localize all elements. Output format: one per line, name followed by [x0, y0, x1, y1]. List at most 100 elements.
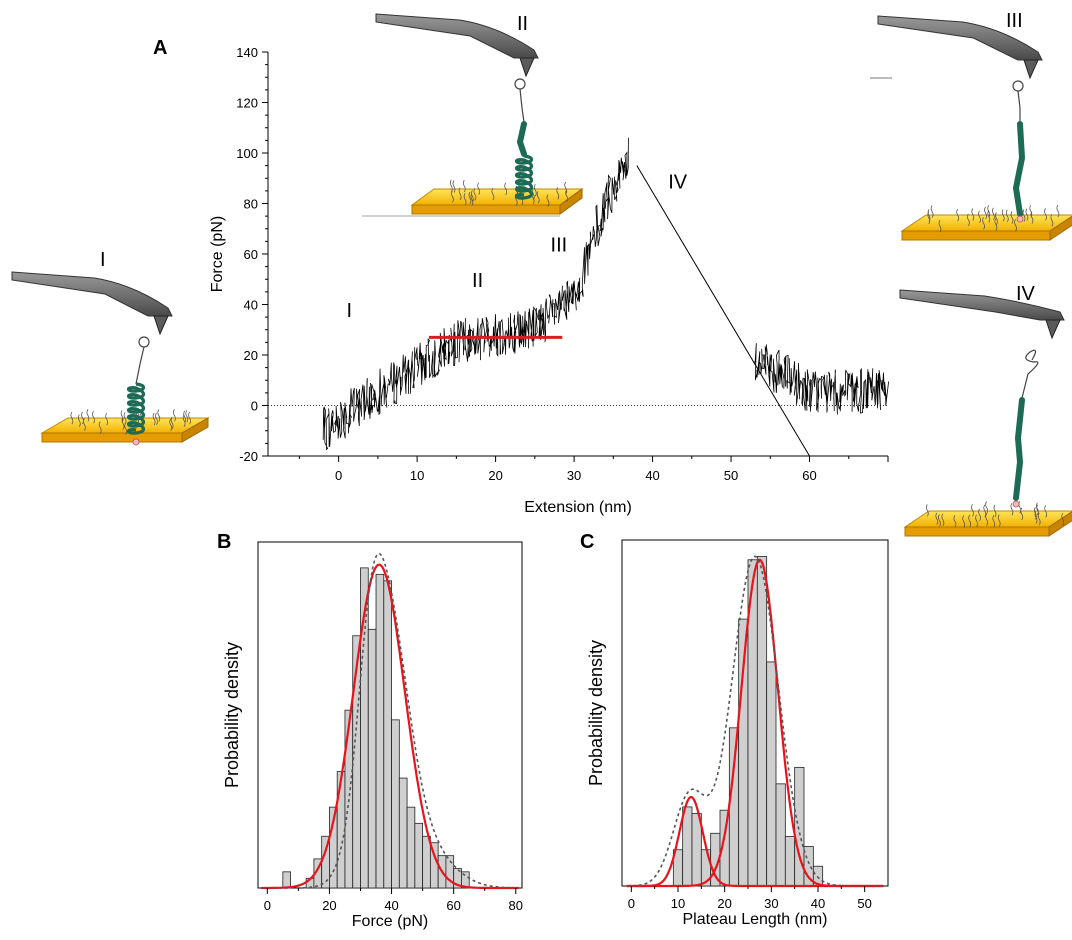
panel-b-x-axis-label: Force (pN) [352, 913, 428, 930]
panel-c-fit-curve [626, 555, 884, 887]
cartoon-iv-tip [1045, 319, 1061, 340]
panel-c-x-tick-label: 50 [857, 896, 871, 911]
panel-c-x-tick-label: 40 [811, 896, 825, 911]
panel-b-bar [383, 580, 392, 889]
panel-c-bar [775, 783, 786, 887]
panel-b-x-tick-label: 0 [264, 898, 271, 913]
force-trace-retract [636, 165, 810, 457]
cartoon-iv-surface-front [904, 526, 1050, 537]
afm-cartoon-iii [877, 15, 1072, 241]
panel-a-y-tick-label: 140 [236, 45, 258, 60]
cartoon-ii-surface-side [559, 188, 583, 215]
panel-b-fit-curve [261, 563, 519, 890]
panel-a-trace [322, 137, 889, 457]
panel-b-bar [422, 835, 431, 889]
cartoon-i-tether [135, 346, 145, 385]
cartoon-i-surface-front [41, 432, 183, 443]
cartoon-iv-surface-linkers [925, 501, 1065, 528]
panel-b-bar [375, 573, 385, 889]
panel-a-x-tick-label: 50 [724, 468, 738, 483]
cartoon-iv-surface-side [1048, 511, 1072, 537]
panel-a-x-tick-label: 0 [335, 468, 342, 483]
cartoon-iii-knot [1012, 80, 1024, 92]
panel-b-bar [406, 806, 416, 889]
cartoon-ii-tip [519, 57, 535, 78]
panel-a-y-axis-label: Force (pN) [209, 216, 226, 292]
panel-a-y-tick-label: -20 [239, 449, 258, 464]
panel-b-bar [398, 777, 408, 889]
cartoon-iii-surface-front [901, 230, 1051, 241]
cartoon-iii-extended-protein [1013, 121, 1025, 217]
cartoon-ii-surface-top [410, 188, 584, 206]
cartoon-i-anchor [132, 438, 140, 446]
panel-a-y-tick-label: 100 [236, 146, 258, 161]
cartoon-i-cantilever [11, 271, 173, 317]
panel-a-x-tick-label: 10 [410, 468, 424, 483]
panel-a-y-tick-label: 40 [244, 298, 258, 313]
panel-a: A -20 0 20 40 60 80 100 120 140 0 10 20 30 40 50 60 Ext… [153, 37, 892, 516]
panel-c-y-axis-label: Probability density [586, 640, 606, 786]
panel-a-y-tick-label: 0 [251, 399, 258, 414]
panel-b-bar [461, 871, 470, 889]
panel-c-x-tick-label: 0 [628, 896, 635, 911]
panel-c-x-tick-label: 30 [764, 896, 778, 911]
panel-b-x-tick-label: 60 [446, 898, 460, 913]
cartoon-ii-surface-front [411, 204, 561, 215]
region-label-iii: III [551, 234, 568, 256]
cartoon-iii-tip [1023, 59, 1039, 80]
cartoon-ii-tether [519, 88, 525, 123]
panel-a-x-tick-label: 60 [802, 468, 816, 483]
cartoon-label-i: I [100, 249, 106, 271]
force-trace-tail [754, 343, 889, 415]
cartoon-iii-surface-linkers [927, 204, 1060, 233]
cartoon-iii-cantilever [877, 15, 1043, 61]
panel-c-bar [784, 836, 796, 887]
cartoon-label-iii: III [1006, 10, 1023, 32]
panel-b-x-tick-label: 20 [322, 898, 336, 913]
panel-c-x-tick-label: 10 [671, 896, 685, 911]
region-label-ii: II [472, 270, 483, 292]
panel-a-y-tick-label: 120 [236, 96, 258, 111]
afm-cartoon-i [11, 271, 210, 446]
cartoon-ii-cantilever [375, 13, 539, 59]
panel-b-fit-curve [261, 552, 519, 889]
region-label-i: I [346, 300, 352, 322]
panel-a-x-tick-label: 30 [567, 468, 581, 483]
cartoon-iv-extended-protein [1013, 397, 1025, 501]
cartoon-iv-loose-tether [1021, 349, 1039, 399]
panel-a-x-tick-label: 40 [645, 468, 659, 483]
panel-b-letter: B [217, 531, 231, 553]
panel-c-bar [728, 727, 740, 887]
panel-c-letter: C [580, 531, 594, 553]
cartoon-ii-coiled-protein [514, 154, 534, 200]
panel-b-y-axis-label: Probability density [222, 642, 242, 788]
cartoon-iii-surface-side [1049, 215, 1072, 241]
panel-a-y-tick-label: 20 [244, 348, 258, 363]
panel-c-bar [756, 556, 768, 887]
panel-a-axes: -20 0 20 40 60 80 100 120 140 0 10 20 30 40 50 60 [236, 45, 892, 483]
force-trace-rise [322, 137, 629, 451]
panel-a-y-tick-label: 80 [244, 197, 258, 212]
panel-b-bar [367, 628, 377, 889]
panel-a-letter: A [153, 37, 167, 59]
panel-c-x-axis-label: Plateau Length (nm) [683, 911, 828, 928]
cartoon-i-surface-side [181, 417, 209, 443]
panel-c: C 0 10 20 30 40 50 Plateau Length (nm) Probab… [580, 531, 889, 928]
afm-cartoon-iv [899, 289, 1072, 537]
region-label-iv: IV [668, 171, 688, 193]
cartoon-iv-anchor [1012, 500, 1020, 508]
panel-c-bar [766, 661, 777, 887]
cartoon-i-coiled-protein [126, 382, 146, 435]
cartoon-iii-tether [1017, 90, 1021, 122]
cartoon-label-ii: II [517, 13, 528, 35]
cartoon-i-tip [153, 315, 169, 336]
panel-b-bar [391, 719, 400, 889]
panel-b: B 0 20 40 60 80 Force (pN) Probability densi… [217, 531, 523, 930]
cartoon-ii-knot [514, 78, 526, 90]
panel-b-bar [414, 822, 424, 889]
cartoon-label-iv: IV [1016, 283, 1036, 305]
panel-b-x-tick-label: 40 [384, 898, 398, 913]
panel-c-bar [682, 806, 693, 887]
panel-b-x-tick-label: 80 [509, 898, 523, 913]
